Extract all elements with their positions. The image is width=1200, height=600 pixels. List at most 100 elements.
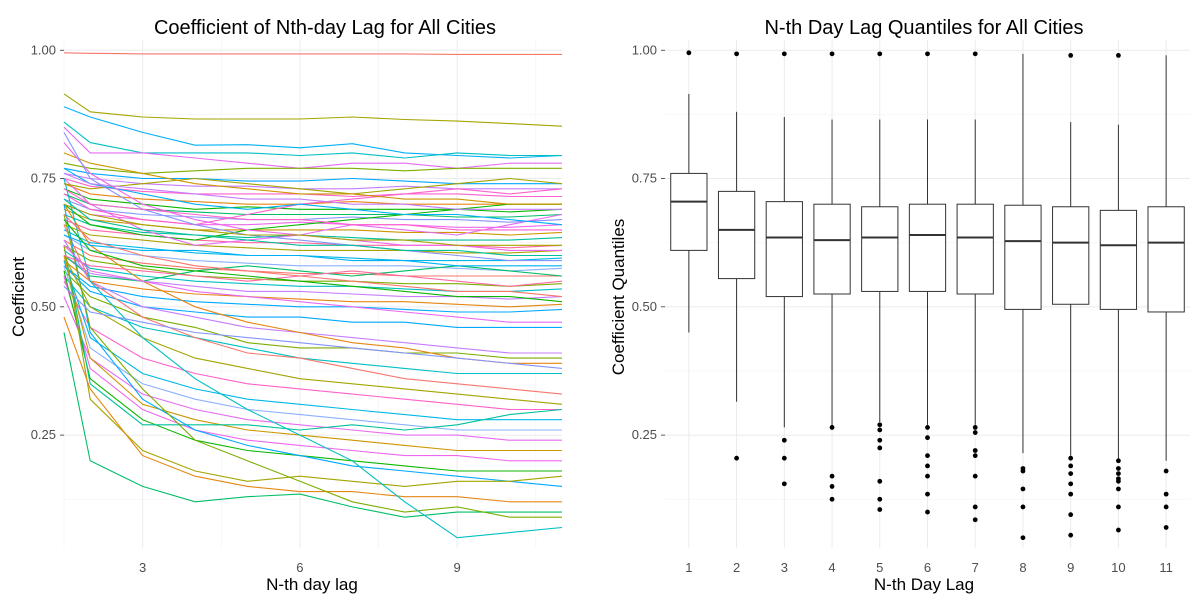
box-outlier-point bbox=[1116, 478, 1121, 484]
city-series-line bbox=[63, 316, 562, 503]
box-outlier-point bbox=[1068, 481, 1074, 487]
box-plot-box-group bbox=[717, 51, 756, 461]
city-series-line bbox=[63, 177, 563, 195]
box-plot-box-group bbox=[861, 51, 899, 512]
line-chart-y-tick-label: 1.00 bbox=[31, 42, 56, 57]
box-outlier-point bbox=[1116, 52, 1121, 58]
box-outlier-point bbox=[972, 425, 978, 430]
line-chart-title: Coefficient of Nth-day Lag for All Citie… bbox=[154, 17, 496, 39]
box-outlier-point bbox=[1116, 471, 1121, 476]
line-chart-x-tick-label: 6 bbox=[296, 560, 303, 575]
box-outlier-point bbox=[972, 504, 978, 510]
box-outlier-point bbox=[877, 422, 883, 428]
city-series-line bbox=[63, 275, 562, 462]
line-chart-x-ticks: 3 6 9 bbox=[139, 560, 461, 575]
city-series-line bbox=[63, 219, 563, 303]
box-outlier-point bbox=[1163, 525, 1169, 530]
box-outlier-point bbox=[1020, 486, 1026, 492]
box-outlier-point bbox=[972, 453, 978, 459]
box-iqr bbox=[765, 201, 803, 298]
box-outlier-point bbox=[734, 51, 739, 57]
box-iqr bbox=[670, 172, 708, 251]
box-outlier-point bbox=[781, 437, 787, 443]
box-outlier-point bbox=[972, 51, 978, 57]
box-plot-x-axis-title: N-th Day Lag bbox=[874, 575, 974, 594]
box-iqr bbox=[1004, 204, 1042, 310]
box-outlier-point bbox=[877, 437, 883, 443]
box-plot-x-tick-label: 1 bbox=[685, 560, 692, 575]
box-iqr bbox=[1099, 209, 1138, 310]
box-outlier-point bbox=[1068, 491, 1074, 497]
city-series-line bbox=[63, 214, 562, 518]
city-series-line bbox=[63, 270, 562, 359]
box-outlier-point bbox=[829, 496, 835, 502]
line-chart-y-tick-label: 0.75 bbox=[31, 171, 56, 186]
box-iqr bbox=[956, 203, 994, 295]
box-outlier-point bbox=[1068, 463, 1074, 469]
box-plot-x-tick-label: 2 bbox=[733, 560, 740, 575]
box-outlier-point bbox=[829, 425, 835, 430]
box-outlier-point bbox=[925, 473, 930, 479]
box-outlier-point bbox=[972, 517, 978, 523]
box-outlier-point bbox=[1068, 532, 1074, 538]
box-plot-x-ticks: 1 2 3 4 5 6 7 8 9 10 11 bbox=[685, 560, 1173, 575]
city-series-line bbox=[63, 188, 562, 231]
city-series-line bbox=[63, 208, 563, 236]
box-plot-box-group bbox=[670, 50, 708, 333]
box-outlier-point bbox=[1068, 512, 1074, 518]
box-iqr bbox=[1052, 206, 1090, 305]
box-outlier-point bbox=[972, 473, 978, 479]
box-outlier-point bbox=[1116, 458, 1121, 464]
box-outlier-point bbox=[1116, 504, 1121, 510]
city-series-line bbox=[63, 214, 563, 298]
box-outlier-point bbox=[925, 509, 930, 515]
box-iqr bbox=[813, 203, 851, 295]
box-outlier-point bbox=[925, 425, 930, 430]
city-series-line bbox=[63, 296, 562, 441]
line-chart-series bbox=[63, 52, 563, 539]
city-series-line bbox=[63, 203, 563, 228]
box-outlier-point bbox=[877, 445, 883, 451]
city-series-line bbox=[63, 332, 562, 518]
box-outlier-point bbox=[877, 496, 883, 502]
box-plot-boxes bbox=[670, 50, 1185, 541]
box-outlier-point bbox=[1020, 468, 1026, 474]
city-series-line bbox=[63, 188, 563, 213]
box-outlier-point bbox=[781, 481, 787, 487]
city-series-line bbox=[63, 121, 562, 159]
box-outlier-point bbox=[877, 478, 883, 484]
box-plot-x-tick-label: 9 bbox=[1067, 560, 1074, 575]
line-chart-panel: 0.25 0.50 0.75 1.00 3 6 9 Coefficient of Nth-… bbox=[9, 17, 563, 594]
box-plot-box-group bbox=[765, 51, 803, 487]
city-series-line bbox=[63, 224, 563, 395]
line-chart-y-tick-label: 0.50 bbox=[31, 299, 56, 314]
box-plot-panel: 0.25 0.50 0.75 1.00 1 2 3 4 5 6 7 8 9 10 11 N-th Day … bbox=[609, 17, 1190, 594]
box-outlier-point bbox=[1068, 455, 1074, 461]
box-plot-x-tick-label: 4 bbox=[828, 560, 835, 575]
city-series-line bbox=[63, 152, 562, 205]
box-outlier-point bbox=[1068, 52, 1074, 58]
city-series-line bbox=[63, 172, 562, 210]
city-series-line bbox=[63, 203, 562, 241]
box-outlier-point bbox=[972, 430, 978, 435]
box-outlier-point bbox=[925, 463, 930, 469]
city-series-line bbox=[63, 167, 562, 185]
box-outlier-point bbox=[1020, 504, 1026, 510]
line-chart-y-ticks: 0.25 0.50 0.75 1.00 bbox=[31, 42, 64, 442]
box-plot-title: N-th Day Lag Quantiles for All Cities bbox=[764, 17, 1083, 39]
box-outlier-point bbox=[734, 455, 739, 461]
box-plot-box-group bbox=[1099, 52, 1138, 533]
city-series-line bbox=[63, 52, 562, 55]
box-outlier-point bbox=[877, 51, 883, 57]
box-plot-box-group bbox=[956, 51, 994, 523]
city-series-line bbox=[63, 93, 563, 127]
box-plot-y-tick-label: 0.50 bbox=[632, 299, 657, 314]
box-plot-box-group bbox=[1052, 52, 1090, 538]
box-outlier-point bbox=[877, 507, 883, 512]
city-series-line bbox=[63, 265, 562, 431]
box-plot-y-axis-title: Coefficient Quantiles bbox=[609, 219, 628, 376]
box-outlier-point bbox=[1068, 471, 1074, 476]
box-plot-box-group bbox=[908, 51, 947, 515]
